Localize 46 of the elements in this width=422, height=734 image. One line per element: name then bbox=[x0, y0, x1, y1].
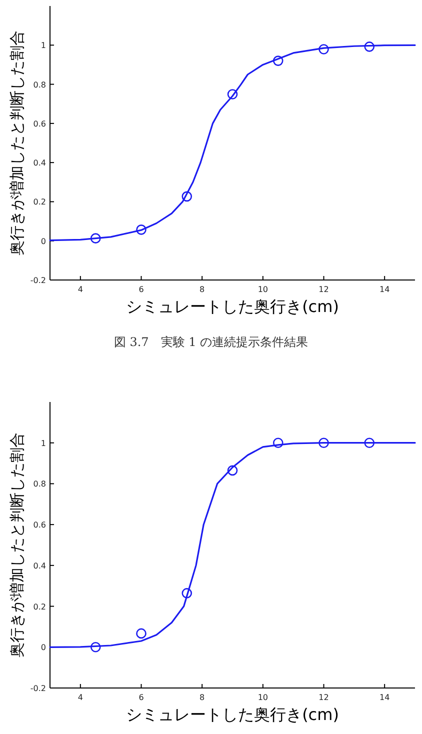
y-axis-title: 奥行きが増加したと判断した割合 bbox=[8, 432, 26, 658]
point bbox=[272, 438, 284, 448]
y-tick-label: 0.8 bbox=[33, 80, 46, 90]
y-tick-label: 0.8 bbox=[33, 480, 46, 489]
x-tick-label: 8 bbox=[200, 693, 205, 702]
x-tick-label: 6 bbox=[138, 285, 144, 294]
y-tick-label: 1 bbox=[40, 438, 46, 448]
point bbox=[318, 44, 329, 54]
x-axis-title: シミュレートした奥行き(cm) bbox=[126, 705, 339, 724]
point bbox=[227, 465, 238, 476]
x-tick-label: 14 bbox=[379, 693, 390, 702]
y-tick-label: 0.6 bbox=[33, 520, 46, 530]
point bbox=[182, 191, 192, 202]
caption: 図 3.7 実験 1 の連続提示条件結果 bbox=[114, 335, 308, 349]
x-tick-label: 6 bbox=[138, 693, 144, 702]
x-tick-label: 14 bbox=[379, 285, 390, 294]
y-tick-label: 0.2 bbox=[33, 198, 46, 207]
x-tick-label: 8 bbox=[200, 285, 205, 294]
x-tick-label: 10 bbox=[258, 693, 268, 702]
y-axis-title: 奥行きが増加したと判断した割合 bbox=[8, 30, 26, 256]
y-tick-label: 0 bbox=[40, 236, 46, 246]
y-tick-label: 0.4 bbox=[33, 158, 46, 168]
point bbox=[90, 233, 101, 244]
x-tick-label: 4 bbox=[78, 693, 83, 702]
point bbox=[136, 628, 146, 639]
x-tick-label: 10 bbox=[258, 285, 268, 294]
point bbox=[364, 42, 375, 52]
y-tick-label: -0.2 bbox=[30, 276, 46, 285]
point bbox=[90, 642, 101, 652]
point bbox=[272, 56, 284, 66]
line-series bbox=[49, 44, 416, 242]
y-tick-label: 0.2 bbox=[33, 602, 46, 612]
y-tick-label: 0 bbox=[40, 643, 46, 652]
y-tick-label: 0.4 bbox=[33, 561, 46, 570]
point bbox=[136, 224, 146, 235]
x-axis-title: シミュレートした奥行き(cm) bbox=[126, 297, 339, 316]
x-tick-label: 12 bbox=[318, 285, 329, 294]
y-tick-label: 0.6 bbox=[33, 119, 46, 128]
point bbox=[227, 89, 238, 100]
point bbox=[364, 438, 375, 448]
point bbox=[182, 588, 192, 598]
y-tick-label: -0.2 bbox=[30, 684, 46, 693]
x-tick-label: 4 bbox=[78, 285, 83, 294]
y-tick-label: 1 bbox=[40, 41, 46, 50]
point bbox=[318, 438, 329, 448]
x-tick-label: 12 bbox=[318, 693, 329, 702]
